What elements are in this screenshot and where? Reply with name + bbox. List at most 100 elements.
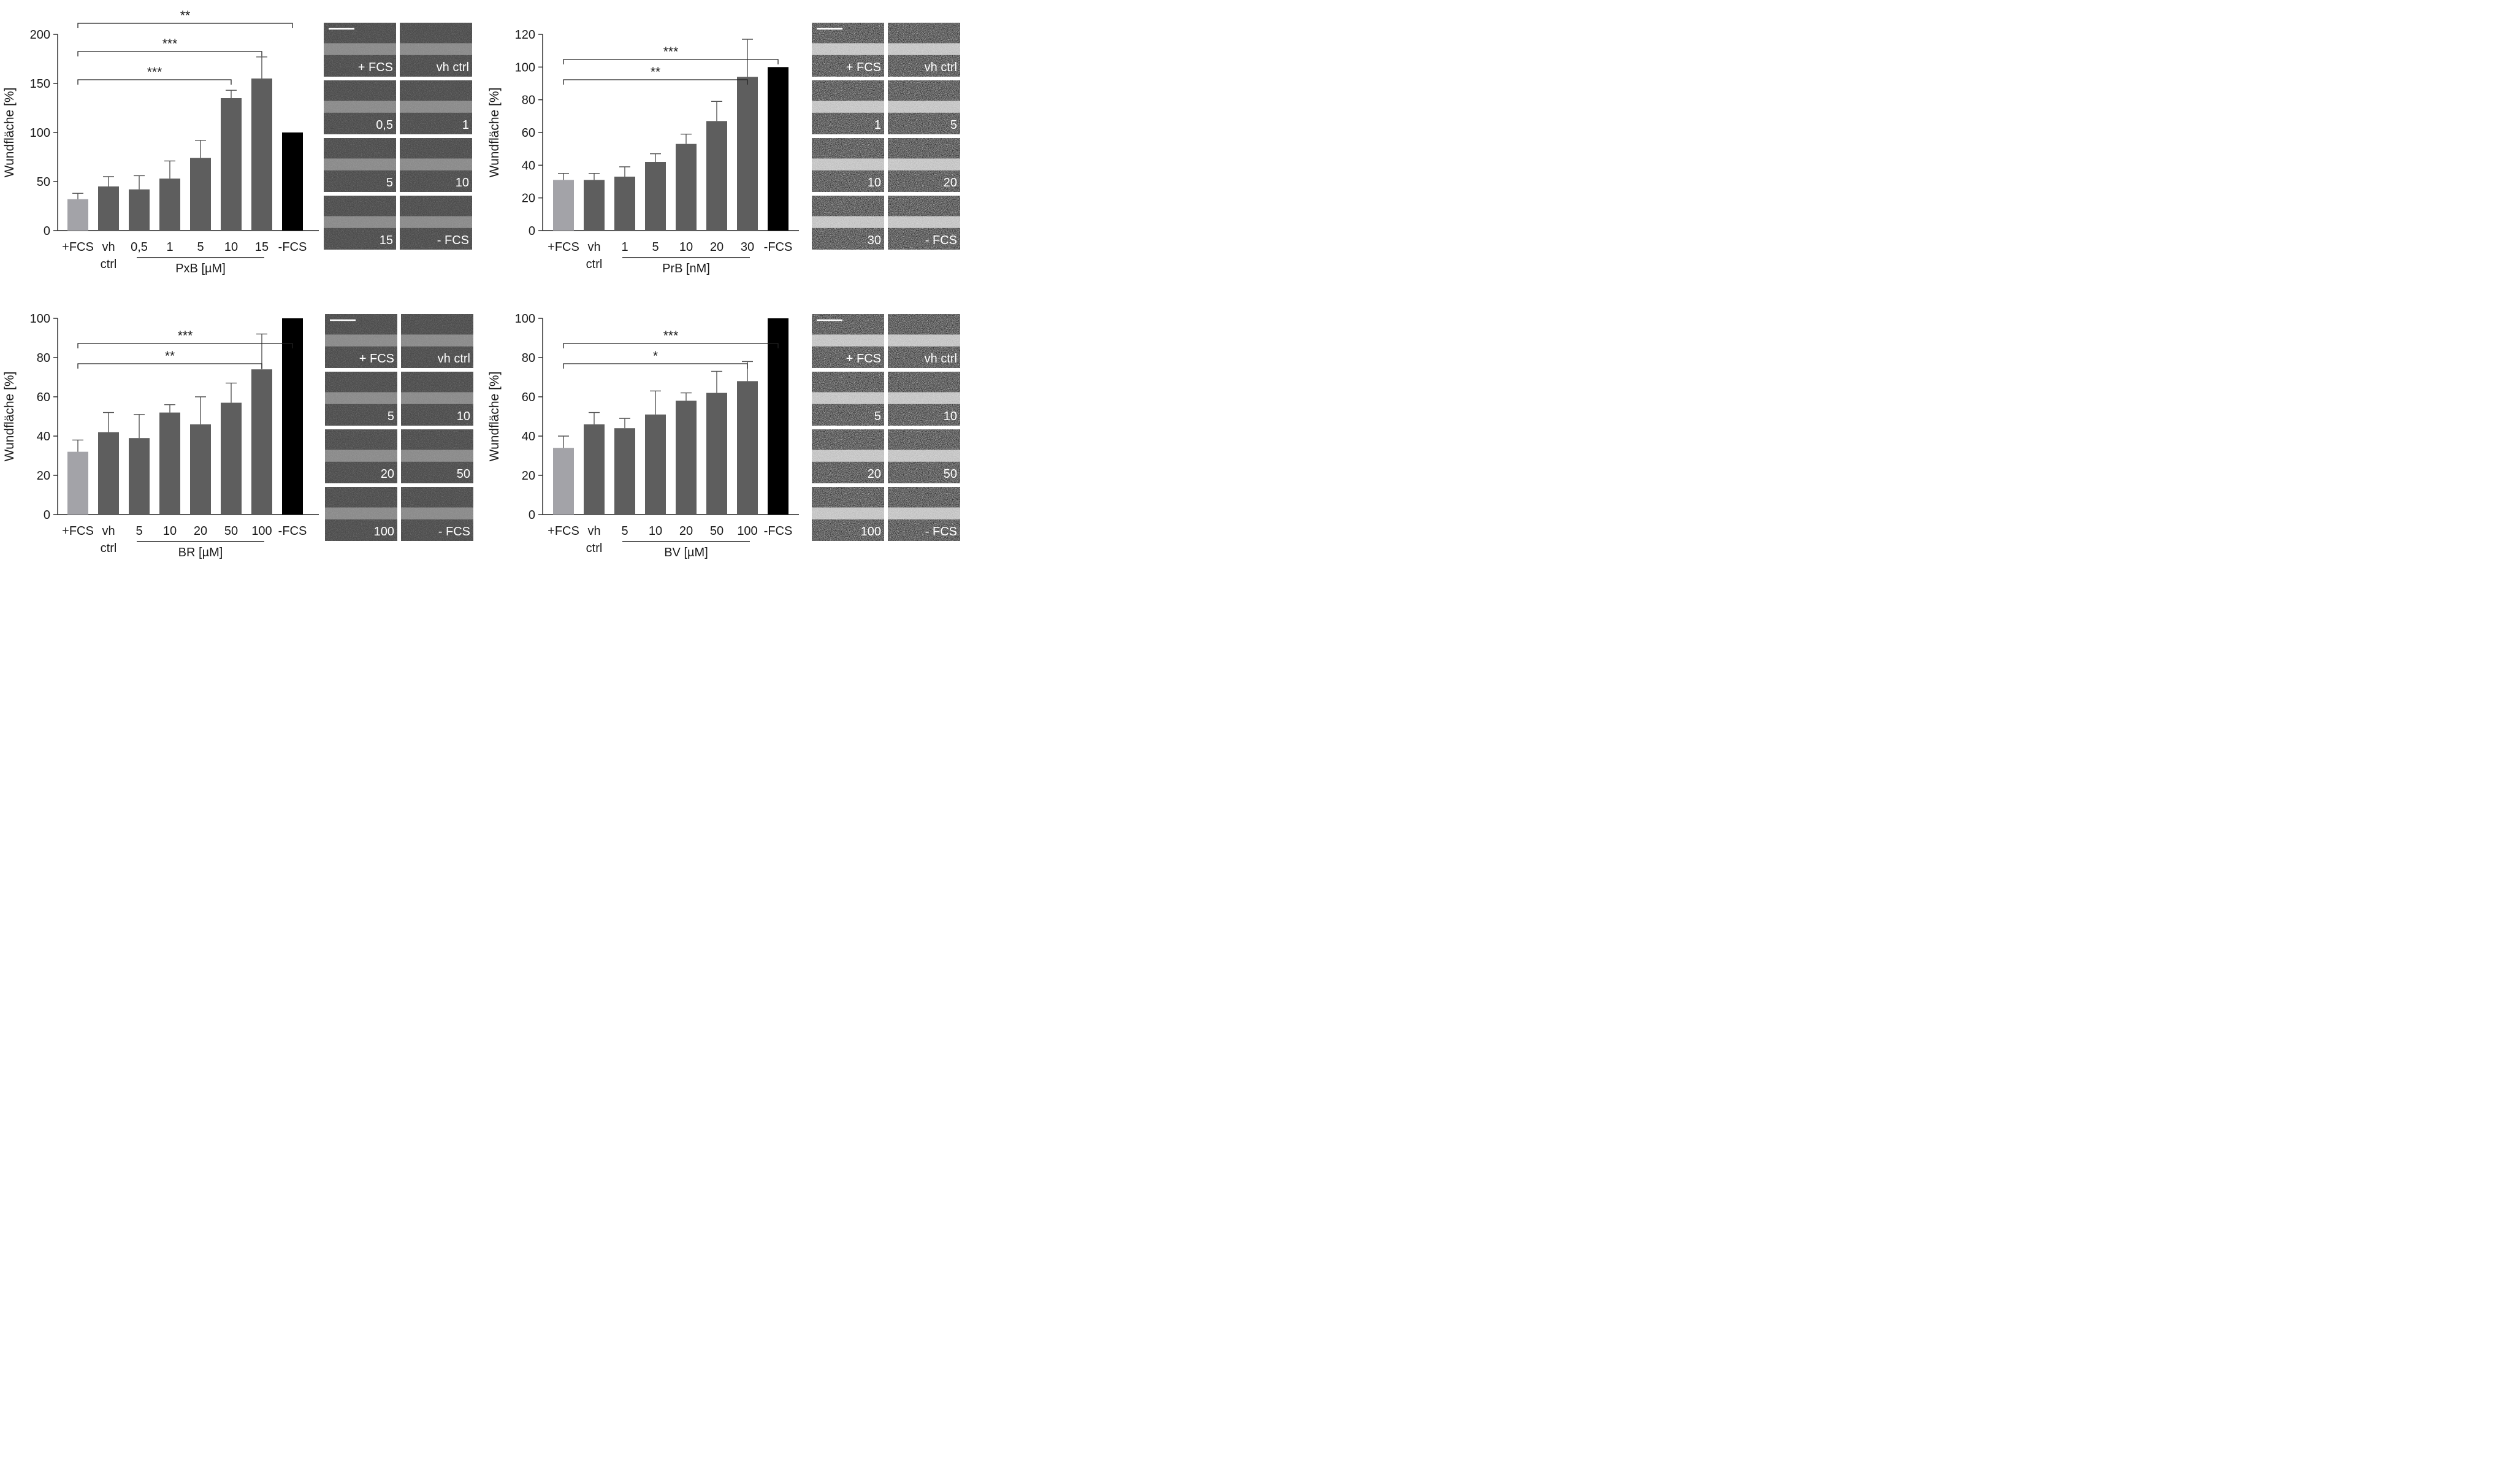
micrograph-tile: 1 bbox=[812, 80, 884, 134]
micrograph-label: - FCS bbox=[925, 234, 957, 247]
y-tick-label: 80 bbox=[522, 351, 535, 365]
micrograph-label: - FCS bbox=[925, 525, 957, 539]
x-axis-label: BV [µM] bbox=[664, 546, 708, 559]
bar-3 bbox=[159, 412, 180, 515]
bar-1 bbox=[584, 424, 605, 515]
x-tick-label: -FCS bbox=[764, 240, 793, 254]
bar-0 bbox=[553, 448, 574, 515]
bar-0 bbox=[553, 180, 574, 231]
micrograph-tile: - FCS bbox=[401, 487, 473, 541]
x-tick-label: 50 bbox=[710, 524, 724, 538]
wound-gap bbox=[888, 392, 960, 404]
micrograph-grid: + FCS vh ctrl 5 10 20 50 100 - FCS bbox=[812, 314, 960, 541]
micrograph-label: 100 bbox=[374, 525, 394, 539]
wound-gap bbox=[812, 101, 884, 113]
wound-gap bbox=[325, 392, 397, 404]
wound-gap bbox=[401, 334, 473, 347]
x-tick-label: +FCS bbox=[548, 524, 579, 538]
micrograph-label: 15 bbox=[380, 234, 393, 247]
y-tick-label: 20 bbox=[522, 192, 535, 205]
micrograph-tile: + FCS bbox=[812, 314, 884, 368]
bar-6 bbox=[737, 77, 758, 231]
significance-label: *** bbox=[147, 65, 162, 79]
panel-bv: 0 20 40 60 80 100 Wundfläche [%] +FCS vh ctrl 5 10 2… bbox=[487, 312, 960, 559]
bar-4 bbox=[676, 401, 697, 515]
y-tick-label: 100 bbox=[30, 126, 50, 140]
micrograph-grid: + FCS vh ctrl 5 10 20 50 100 - FCS bbox=[325, 314, 473, 541]
micrograph-label: 10 bbox=[456, 176, 469, 190]
wound-gap bbox=[401, 507, 473, 519]
x-tick-label: +FCS bbox=[548, 240, 579, 254]
x-tick-label: vh ctrl bbox=[101, 240, 117, 271]
bar-6 bbox=[737, 381, 758, 515]
x-axis-label: PxB [µM] bbox=[175, 262, 226, 275]
wound-gap bbox=[812, 334, 884, 347]
bar-2 bbox=[129, 438, 150, 515]
bar-7 bbox=[282, 132, 303, 231]
micrograph-label: + FCS bbox=[358, 61, 393, 74]
micrograph-tile: 10 bbox=[400, 138, 472, 192]
micrograph-tile: + FCS bbox=[324, 23, 396, 77]
y-axis-label: Wundfläche [%] bbox=[487, 372, 502, 462]
bar-4 bbox=[676, 144, 697, 231]
micrograph-label: 20 bbox=[944, 176, 957, 190]
significance-bracket bbox=[77, 23, 293, 28]
micrograph-tile: vh ctrl bbox=[400, 23, 472, 77]
y-axis-label: Wundfläche [%] bbox=[487, 88, 502, 178]
x-tick-label: 10 bbox=[163, 524, 177, 538]
bar-1 bbox=[584, 180, 605, 231]
micrograph-tile: 1 bbox=[400, 80, 472, 134]
x-tick-label: 5 bbox=[136, 524, 142, 538]
x-tick-label: 20 bbox=[194, 524, 207, 538]
y-tick-label: 80 bbox=[37, 351, 50, 365]
micrograph-label: vh ctrl bbox=[437, 61, 469, 74]
bar-2 bbox=[614, 177, 635, 231]
wound-gap bbox=[812, 216, 884, 228]
micrograph-label: 20 bbox=[381, 467, 394, 481]
significance-bracket bbox=[563, 363, 748, 369]
significance-bracket bbox=[77, 51, 262, 56]
x-tick-label: 10 bbox=[679, 240, 693, 254]
x-tick-label: 1 bbox=[166, 240, 173, 254]
micrograph-tile: vh ctrl bbox=[888, 23, 960, 77]
micrograph-tile: 5 bbox=[324, 138, 396, 192]
micrograph-tile: 20 bbox=[325, 429, 397, 483]
wound-gap bbox=[888, 450, 960, 462]
micrograph-label: + FCS bbox=[846, 61, 881, 74]
y-tick-label: 100 bbox=[515, 61, 535, 74]
bar-4 bbox=[190, 158, 211, 231]
micrograph-tile: 100 bbox=[325, 487, 397, 541]
x-tick-label: 100 bbox=[251, 524, 272, 538]
bar-2 bbox=[129, 189, 150, 231]
micrograph-label: 1 bbox=[462, 118, 469, 132]
bar-7 bbox=[768, 318, 788, 515]
panel-br: 0 20 40 60 80 100 Wundfläche [%] +FCS vh ctrl 5 10 2… bbox=[2, 312, 473, 559]
x-tick-label: -FCS bbox=[278, 524, 307, 538]
significance-label: *** bbox=[663, 329, 679, 343]
micrograph-tile: - FCS bbox=[400, 196, 472, 250]
y-tick-label: 0 bbox=[44, 224, 50, 238]
micrograph-label: 10 bbox=[457, 410, 470, 423]
micrograph-tile: 5 bbox=[888, 80, 960, 134]
micrograph-label: 50 bbox=[457, 467, 470, 481]
micrograph-tile: 10 bbox=[812, 138, 884, 192]
micrograph-tile: 0,5 bbox=[324, 80, 396, 134]
micrograph-label: 1 bbox=[874, 118, 881, 132]
y-tick-label: 100 bbox=[30, 312, 50, 326]
micrograph-label: + FCS bbox=[846, 352, 881, 366]
x-tick-label: vh ctrl bbox=[586, 524, 603, 555]
bar-5 bbox=[221, 98, 242, 231]
bar-6 bbox=[251, 79, 272, 231]
y-axis-label: Wundfläche [%] bbox=[2, 372, 17, 462]
bar-5 bbox=[706, 121, 727, 231]
micrograph-tile: 50 bbox=[401, 429, 473, 483]
significance-label: *** bbox=[663, 45, 679, 59]
significance-label: * bbox=[653, 349, 658, 363]
wound-gap bbox=[324, 101, 396, 113]
bar-0 bbox=[67, 451, 88, 515]
micrograph-tile: 100 bbox=[812, 487, 884, 541]
significance-bracket bbox=[77, 363, 262, 369]
micrograph-label: 30 bbox=[868, 234, 881, 247]
wound-gap bbox=[812, 43, 884, 55]
